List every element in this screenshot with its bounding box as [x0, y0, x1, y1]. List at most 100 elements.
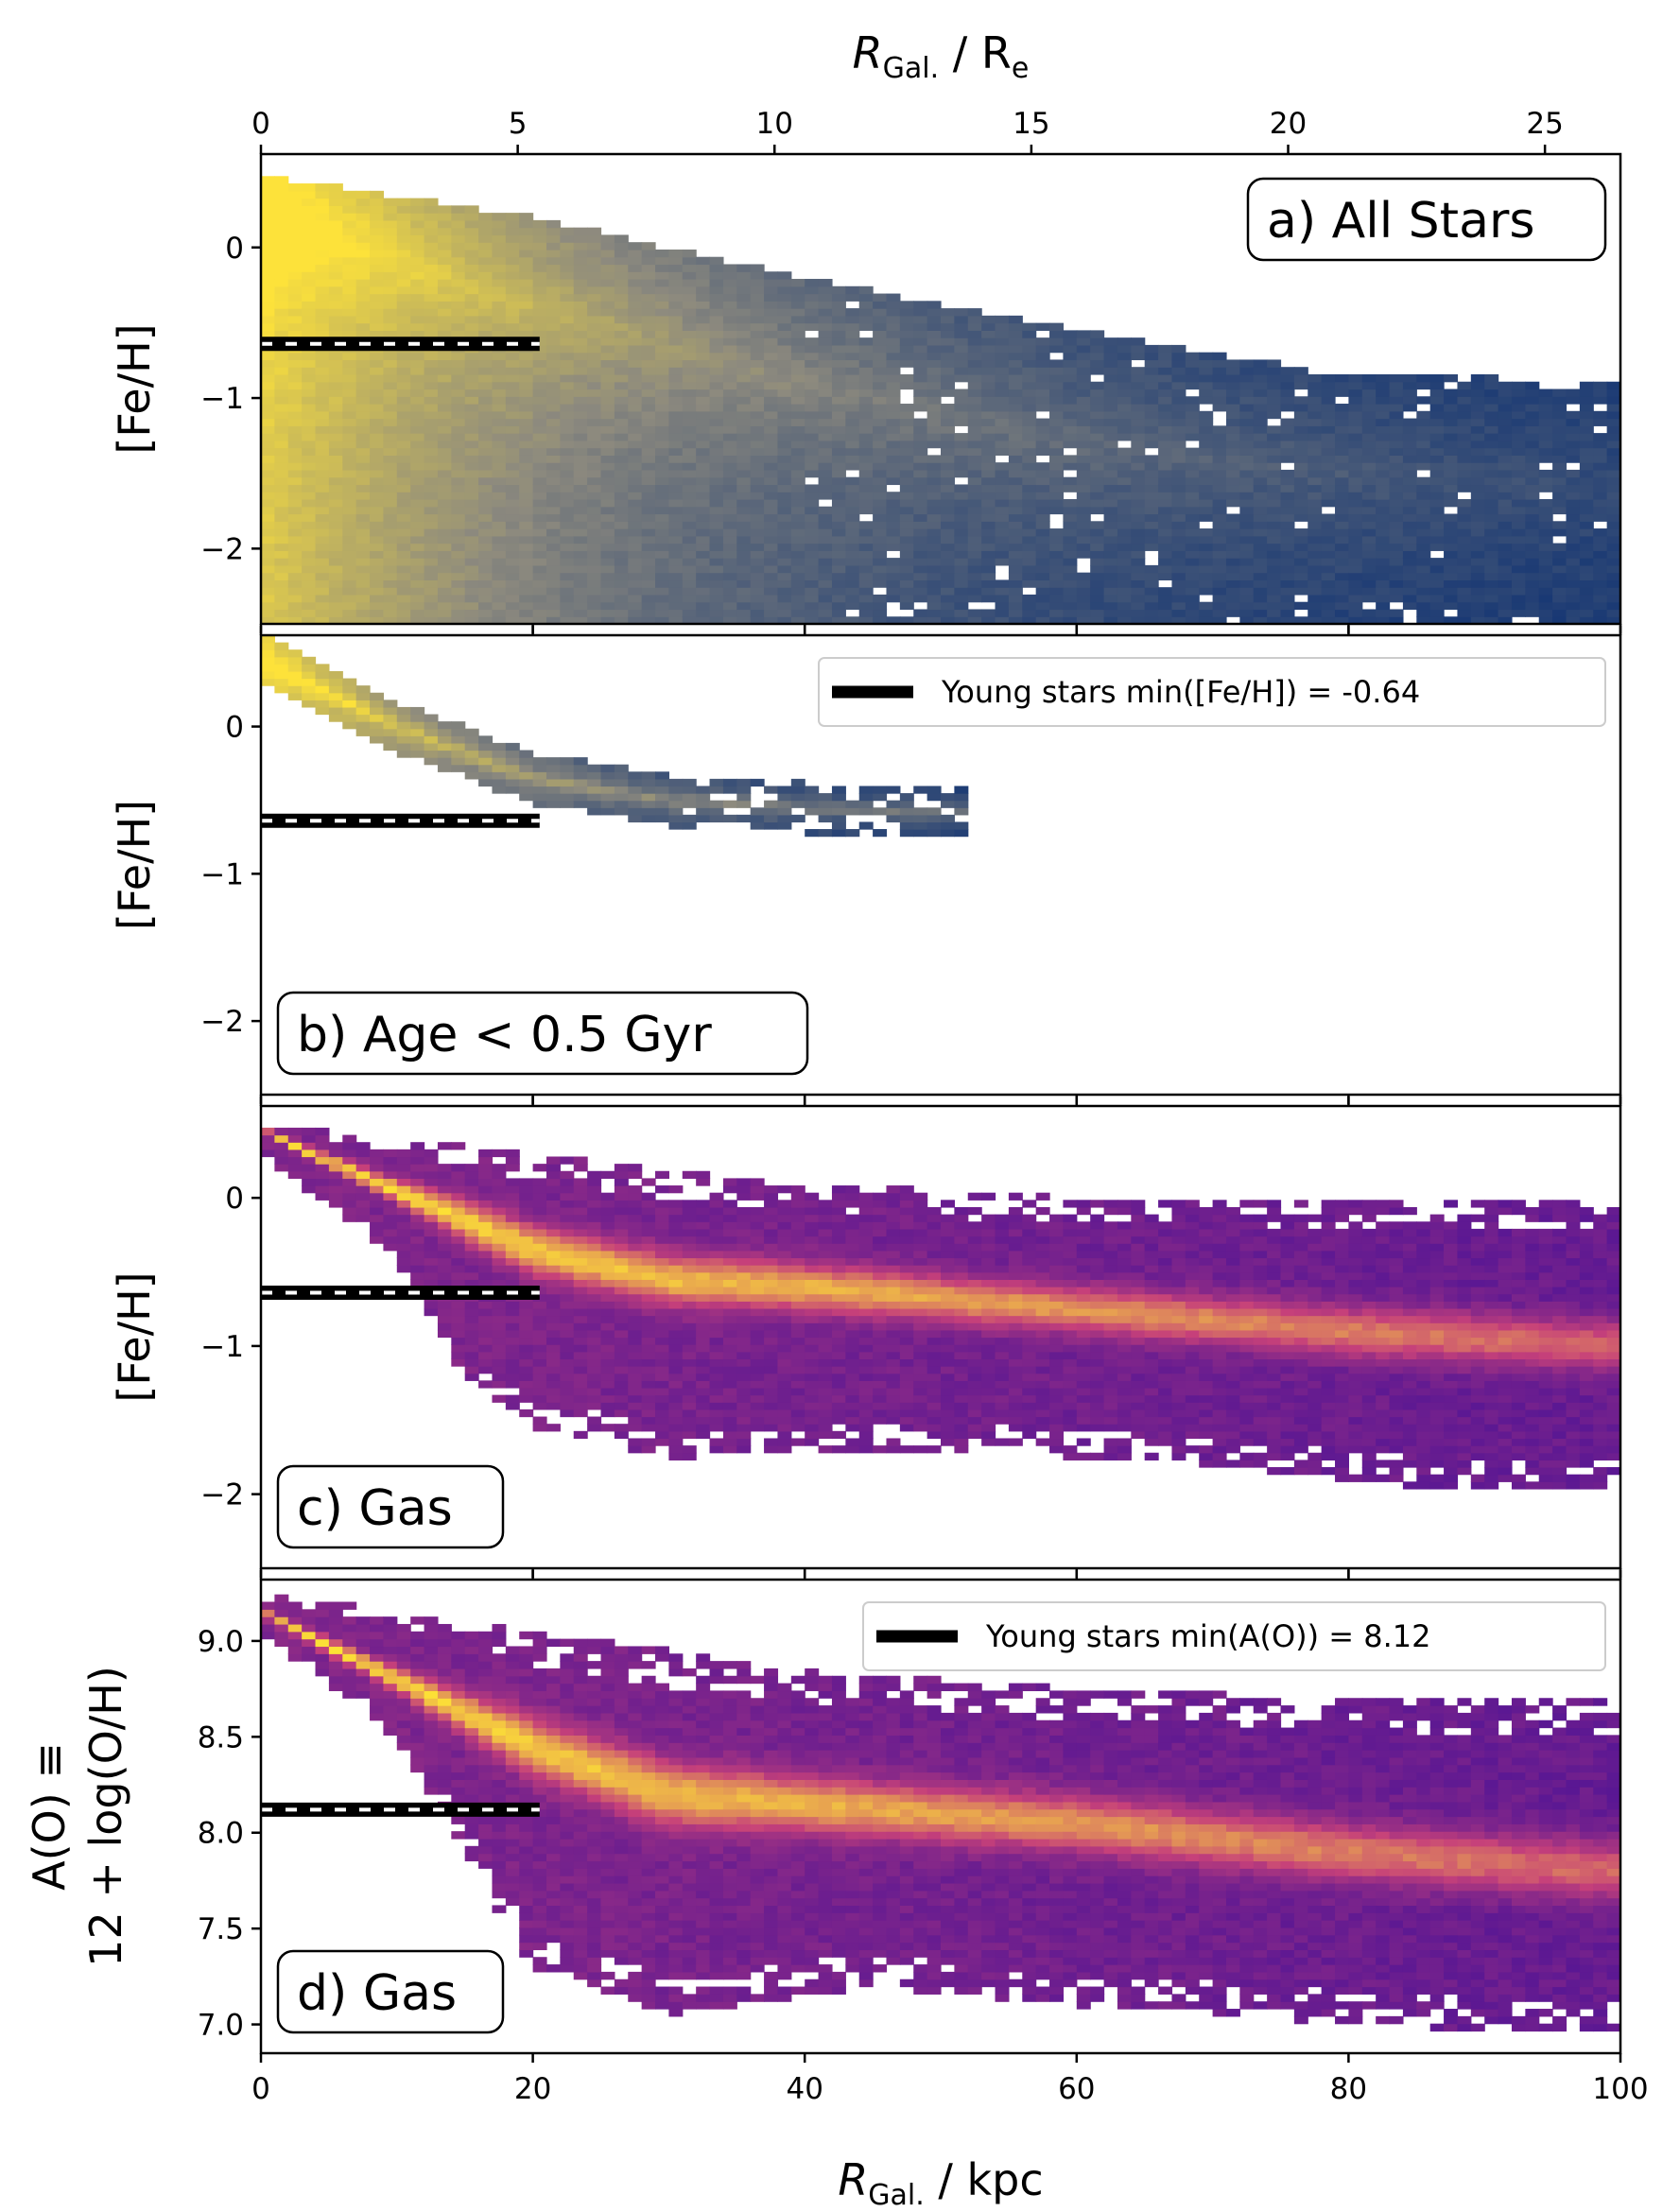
heat-cell — [858, 389, 874, 397]
heat-cell — [818, 484, 833, 493]
heat-cell — [1416, 513, 1431, 522]
heat-cell — [355, 279, 371, 287]
heat-cell — [1361, 381, 1377, 390]
heat-cell — [424, 264, 439, 272]
heat-cell — [1444, 587, 1459, 596]
heat-cell — [682, 821, 697, 830]
heat-cell — [1144, 535, 1159, 544]
heat-cell — [437, 721, 452, 730]
heat-cell — [1606, 410, 1620, 420]
heat-cell — [967, 373, 982, 383]
heat-cell — [668, 786, 684, 794]
heat-cell — [831, 564, 846, 574]
heat-cell — [1361, 616, 1377, 624]
heat-cell — [764, 373, 779, 383]
heat-cell — [587, 535, 602, 544]
heat-cell — [1090, 594, 1105, 603]
heat-cell — [750, 447, 765, 456]
heat-cell — [383, 440, 398, 449]
heat-cell — [1035, 359, 1050, 368]
heat-cell — [668, 373, 684, 383]
heat-cell — [1593, 396, 1608, 405]
heat-cell — [1131, 521, 1146, 529]
heat-cell — [709, 359, 724, 368]
heat-cell — [370, 594, 385, 603]
heat-cell — [342, 219, 357, 229]
heat-cell — [505, 513, 520, 522]
heat-cell — [655, 587, 669, 596]
heat-cell — [655, 418, 669, 426]
heat-cell — [492, 764, 507, 772]
heat-cell — [546, 301, 561, 309]
heat-cell — [437, 410, 452, 420]
heat-cell — [709, 447, 724, 456]
heat-cell — [1579, 558, 1594, 566]
heat-cell — [913, 462, 928, 471]
heat-cell — [1484, 455, 1499, 463]
heat-cell — [941, 814, 955, 823]
heat-cell — [437, 389, 452, 397]
heat-cell — [736, 550, 752, 559]
heat-cell — [628, 373, 643, 383]
heat-cell — [410, 1279, 425, 1287]
heat-cell — [668, 264, 684, 272]
heat-cell — [655, 447, 669, 456]
heat-cell — [505, 425, 520, 434]
heat-cell — [805, 285, 820, 295]
heat-cell — [736, 373, 752, 383]
heat-cell — [546, 359, 561, 368]
heat-cell — [1348, 535, 1363, 544]
heat-cell — [478, 404, 494, 412]
heat-cell — [478, 285, 494, 295]
heat-cell — [777, 404, 792, 412]
heat-cell — [1131, 418, 1146, 426]
heat-cell — [805, 381, 820, 390]
heat-cell — [342, 279, 357, 287]
heat-cell — [913, 579, 928, 588]
heat-cell — [519, 381, 534, 390]
heat-cell — [831, 344, 846, 354]
heat-cell — [451, 285, 466, 295]
heat-cell — [519, 498, 534, 508]
heat-cell — [546, 418, 561, 426]
heat-cell — [573, 550, 588, 559]
heat-cell — [913, 404, 928, 412]
heat-cell — [410, 1142, 425, 1150]
heat-cell — [410, 440, 425, 449]
heat-cell — [519, 484, 534, 493]
heat-cell — [886, 396, 901, 405]
heat-cell — [1429, 601, 1445, 611]
heat-cell — [722, 513, 737, 522]
heat-cell — [370, 1170, 385, 1180]
heat-cell — [560, 564, 575, 574]
heat-cell — [1008, 315, 1023, 324]
heat-cell — [587, 513, 602, 522]
heat-cell — [587, 594, 602, 603]
heat-cell — [1348, 543, 1363, 551]
heat-cell — [342, 594, 357, 603]
heat-cell — [805, 558, 820, 566]
heat-cell — [1552, 572, 1567, 581]
heat-cell — [709, 778, 724, 787]
heat-cell — [505, 558, 520, 566]
heat-cell — [941, 800, 955, 808]
heat-cell — [261, 315, 275, 324]
heat-cell — [1444, 572, 1459, 581]
heat-cell — [736, 535, 752, 544]
heat-cell — [437, 455, 452, 463]
heat-cell — [831, 404, 846, 412]
heat-cell — [831, 498, 846, 508]
heat-cell — [1525, 404, 1540, 412]
heat-cell — [342, 301, 357, 309]
heat-cell — [764, 807, 779, 816]
heat-cell — [641, 469, 656, 478]
heat-cell — [600, 367, 615, 375]
heat-cell — [1199, 498, 1214, 508]
heat-cell — [614, 492, 629, 500]
heat-cell — [1022, 381, 1037, 390]
heat-cell — [424, 440, 439, 449]
heat-cell — [709, 587, 724, 596]
heat-cell — [1090, 572, 1105, 581]
heat-cell — [342, 455, 357, 463]
heat-cell — [805, 601, 820, 611]
